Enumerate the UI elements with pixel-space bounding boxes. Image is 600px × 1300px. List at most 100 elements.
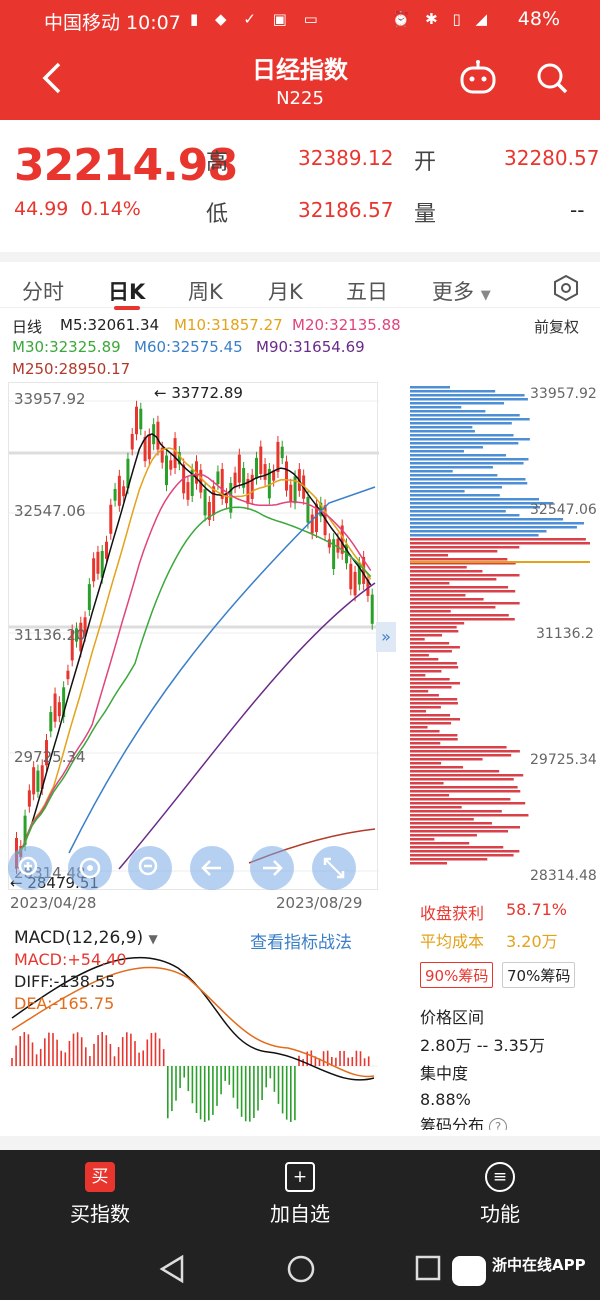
chip-70-button[interactable]: 70%筹码: [502, 962, 576, 988]
system-back-icon[interactable]: [158, 1254, 186, 1288]
macd-value: MACD:+54.40: [14, 950, 127, 969]
expand-panel-icon[interactable]: »: [376, 622, 396, 652]
chip-bar: [410, 542, 590, 545]
active-tab-indicator: [114, 306, 140, 310]
chip-ylabel-2: 32547.06: [530, 502, 597, 518]
tab-intraday[interactable]: 分时: [22, 280, 64, 304]
chip-bar: [410, 842, 470, 845]
buy-icon: 买: [85, 1162, 115, 1192]
k-candle: [156, 421, 160, 450]
chip-bar: [410, 410, 486, 413]
chip-bar: [410, 790, 521, 793]
chip-bar: [410, 534, 539, 537]
chip-bar: [410, 602, 520, 605]
buy-index-button[interactable]: 买 买指数: [40, 1162, 160, 1227]
chip-distribution-chart: [410, 382, 594, 882]
add-watchlist-button[interactable]: + 加自选: [240, 1162, 360, 1227]
chip-bar: [410, 550, 498, 553]
chip-bar: [410, 606, 496, 609]
chip-bar: [410, 570, 483, 573]
dea-line: [11, 966, 375, 1078]
chip-90-button[interactable]: 90%筹码: [420, 962, 494, 988]
chip-bar: [410, 810, 502, 813]
volume-value: --: [570, 198, 585, 222]
ma90-value: M90:31654.69: [256, 338, 365, 356]
chip-bar: [410, 398, 528, 401]
tab-daily-k[interactable]: 日K: [108, 280, 146, 304]
ma60-value: M60:32575.45: [134, 338, 243, 356]
k-candle: [293, 476, 297, 504]
carrier-time: 中国移动 10:07: [44, 12, 181, 34]
chip-bar: [410, 470, 453, 473]
k-candle: [45, 740, 48, 766]
chip-bar: [410, 486, 503, 489]
back-icon[interactable]: [30, 56, 74, 100]
cost-value: 3.20万: [506, 932, 558, 951]
chip-bar: [410, 822, 492, 825]
tab-monthly-k[interactable]: 月K: [268, 280, 303, 304]
settings-hexagon-icon[interactable]: [552, 274, 580, 306]
range-label: 价格区间: [420, 1008, 485, 1027]
chip-bar: [410, 846, 504, 849]
chip-ylabel-3: 31136.2: [536, 626, 594, 642]
chip-bar: [410, 762, 442, 765]
macd-panel: [8, 918, 378, 1128]
scroll-right-icon[interactable]: [250, 846, 294, 890]
high-marker-value: 33772.89: [171, 384, 243, 402]
chip-bar: [410, 690, 429, 693]
k-candle: [96, 551, 100, 574]
chip-bar: [410, 770, 500, 773]
k-candle: [357, 562, 361, 585]
concentration-value: 8.88%: [420, 1090, 471, 1109]
zoom-reset-icon[interactable]: [68, 846, 112, 890]
high-value: 32389.12: [298, 146, 394, 170]
chip-bar: [410, 774, 524, 777]
high-marker: ← 33772.89: [154, 384, 243, 402]
k-candle: [349, 563, 353, 590]
zoom-in-icon[interactable]: [8, 846, 52, 890]
help-icon[interactable]: ?: [489, 1118, 508, 1130]
k-candle: [263, 464, 267, 480]
chip-bar: [410, 626, 457, 629]
robot-icon[interactable]: [456, 56, 500, 100]
k-candle: [310, 514, 314, 534]
chip-bar: [410, 538, 586, 541]
chip-bar: [410, 706, 441, 709]
indicator-strategy-link[interactable]: 查看指标战法: [250, 933, 352, 953]
chip-bar: [410, 462, 524, 465]
bottom-bar: 买 买指数 + 加自选 ≡ 功能: [0, 1150, 600, 1300]
date-end: 2023/08/29: [276, 894, 363, 912]
tab-weekly-k[interactable]: 周K: [188, 280, 223, 304]
tab-more[interactable]: 更多 ▼: [432, 276, 491, 306]
fullscreen-icon[interactable]: [312, 846, 356, 890]
chip-bar: [410, 782, 444, 785]
cost-label: 平均成本: [420, 932, 485, 951]
scroll-left-icon[interactable]: [190, 846, 234, 890]
chip-bar: [410, 758, 483, 761]
chip-bar: [410, 814, 529, 817]
system-home-icon[interactable]: [286, 1254, 316, 1288]
chip-bar: [410, 450, 464, 453]
chip-bar: [410, 666, 459, 669]
k-candle: [203, 489, 207, 516]
system-recents-icon[interactable]: [414, 1254, 442, 1286]
adjust-mode[interactable]: 前复权: [534, 318, 580, 336]
zoom-out-icon[interactable]: [128, 846, 172, 890]
k-candle: [220, 468, 224, 499]
chip-bar: [410, 430, 475, 433]
kline-chart[interactable]: [8, 382, 379, 890]
macd-selector[interactable]: MACD(12,26,9) ▼: [14, 928, 158, 948]
search-icon[interactable]: [530, 56, 574, 100]
chip-bar: [410, 650, 452, 653]
dea-value: DEA:-165.75: [14, 994, 115, 1013]
chip-bar: [410, 658, 439, 661]
chip-bar: [410, 694, 439, 697]
tab-five-day[interactable]: 五日: [346, 280, 388, 304]
k-candle: [105, 541, 108, 559]
k-candle: [79, 622, 83, 652]
functions-button[interactable]: ≡ 功能: [440, 1162, 560, 1227]
chip-bar: [410, 818, 474, 821]
chip-bar: [410, 558, 508, 561]
chip-bar: [410, 786, 518, 789]
chip-bar: [410, 674, 426, 677]
